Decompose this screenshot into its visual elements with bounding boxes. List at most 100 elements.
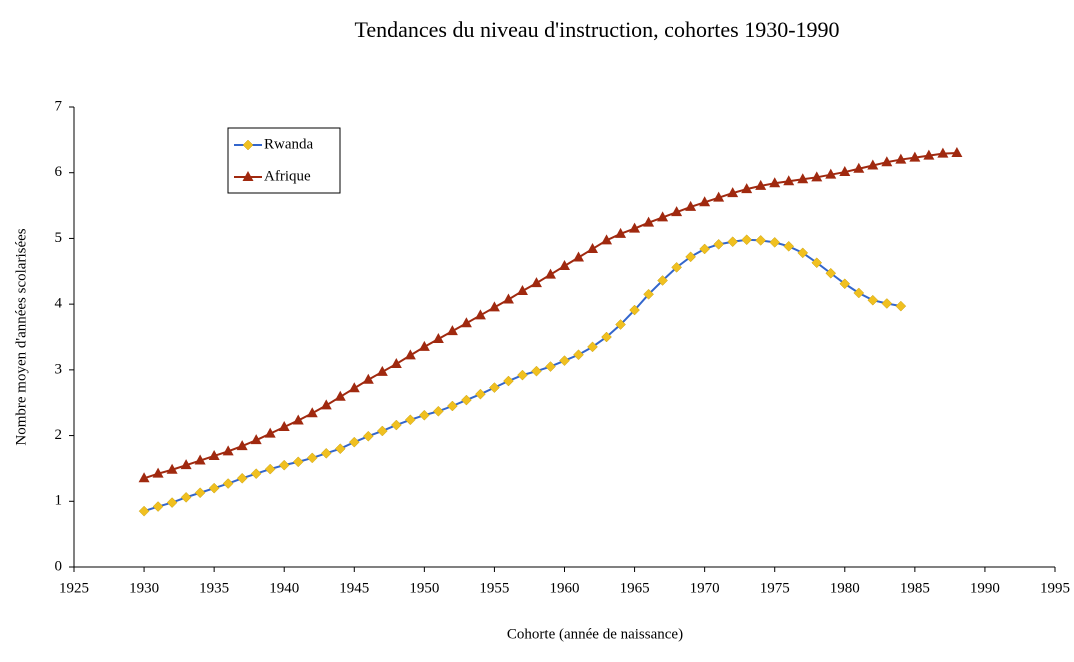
point xyxy=(166,497,178,508)
point xyxy=(236,440,248,451)
point xyxy=(797,173,809,184)
y-tick-label: 0 xyxy=(55,558,63,574)
point xyxy=(657,275,668,286)
point xyxy=(601,331,612,343)
point xyxy=(769,237,781,248)
point xyxy=(853,162,865,173)
point xyxy=(643,288,654,300)
point xyxy=(278,421,290,432)
point xyxy=(530,277,542,288)
point xyxy=(362,373,374,384)
point xyxy=(825,267,837,279)
point xyxy=(769,177,781,188)
point xyxy=(881,156,893,167)
point xyxy=(699,196,711,207)
series-line xyxy=(143,152,957,480)
point xyxy=(306,452,318,464)
point xyxy=(811,171,823,182)
point xyxy=(587,242,599,253)
point xyxy=(531,365,542,377)
point xyxy=(937,147,949,158)
point xyxy=(643,216,655,227)
point xyxy=(362,430,374,442)
point xyxy=(545,361,556,372)
point xyxy=(334,443,346,455)
point xyxy=(334,390,346,401)
point xyxy=(404,414,416,426)
point xyxy=(685,251,696,263)
point xyxy=(194,454,206,465)
point xyxy=(755,235,767,246)
x-tick-label: 1995 xyxy=(1040,580,1070,596)
legend-marker xyxy=(242,171,254,181)
point xyxy=(264,427,276,438)
x-tick-label: 1970 xyxy=(690,580,720,596)
y-tick-label: 2 xyxy=(55,427,63,443)
point xyxy=(419,409,430,421)
y-tick-label: 5 xyxy=(55,230,63,246)
point xyxy=(727,187,739,198)
point xyxy=(222,478,234,489)
point xyxy=(629,304,640,316)
point xyxy=(461,394,472,406)
y-tick-label: 6 xyxy=(55,164,63,180)
point xyxy=(713,191,725,202)
point xyxy=(951,147,963,157)
point xyxy=(250,434,262,445)
point xyxy=(573,349,584,361)
x-tick-label: 1975 xyxy=(760,580,790,596)
point xyxy=(376,425,388,437)
point xyxy=(306,407,318,418)
point xyxy=(881,298,893,309)
point xyxy=(544,268,556,279)
point xyxy=(152,467,164,478)
point xyxy=(895,153,907,164)
point xyxy=(741,234,753,246)
point xyxy=(180,491,192,503)
point xyxy=(236,472,248,484)
point xyxy=(895,300,907,312)
point xyxy=(811,257,823,269)
point xyxy=(222,445,234,456)
point xyxy=(348,436,360,448)
point xyxy=(320,399,332,410)
x-tick-label: 1965 xyxy=(620,580,650,596)
legend-box xyxy=(227,127,341,194)
point xyxy=(503,375,514,387)
point xyxy=(208,482,220,494)
point xyxy=(741,183,753,194)
point xyxy=(699,243,710,255)
x-tick-label: 1990 xyxy=(970,580,1000,596)
x-tick-label: 1955 xyxy=(479,580,509,596)
chart-title: Tendances du niveau d'instruction, cohor… xyxy=(354,17,839,42)
point xyxy=(348,382,360,393)
point xyxy=(250,468,262,480)
x-tick-label: 1940 xyxy=(269,580,299,596)
x-tick-label: 1930 xyxy=(129,580,159,596)
point xyxy=(208,449,220,460)
point xyxy=(489,382,500,393)
x-tick-label: 1935 xyxy=(199,580,229,596)
point xyxy=(180,459,192,470)
point xyxy=(783,240,795,252)
point xyxy=(194,487,206,499)
x-tick-label: 1980 xyxy=(830,580,860,596)
point xyxy=(573,251,585,262)
y-tick-label: 1 xyxy=(55,493,63,509)
point xyxy=(559,355,570,367)
point xyxy=(601,234,613,245)
point xyxy=(671,261,682,273)
legend-label: Rwanda xyxy=(264,136,313,152)
point xyxy=(517,369,528,381)
point xyxy=(447,400,458,412)
point xyxy=(292,456,304,468)
point xyxy=(615,227,627,238)
point xyxy=(278,459,290,471)
x-tick-label: 1960 xyxy=(550,580,580,596)
y-tick-label: 3 xyxy=(55,361,63,377)
point xyxy=(474,309,486,320)
point xyxy=(923,149,935,160)
y-axis-label: Nombre moyen d'années scolarisées xyxy=(13,228,29,445)
point xyxy=(376,365,388,376)
